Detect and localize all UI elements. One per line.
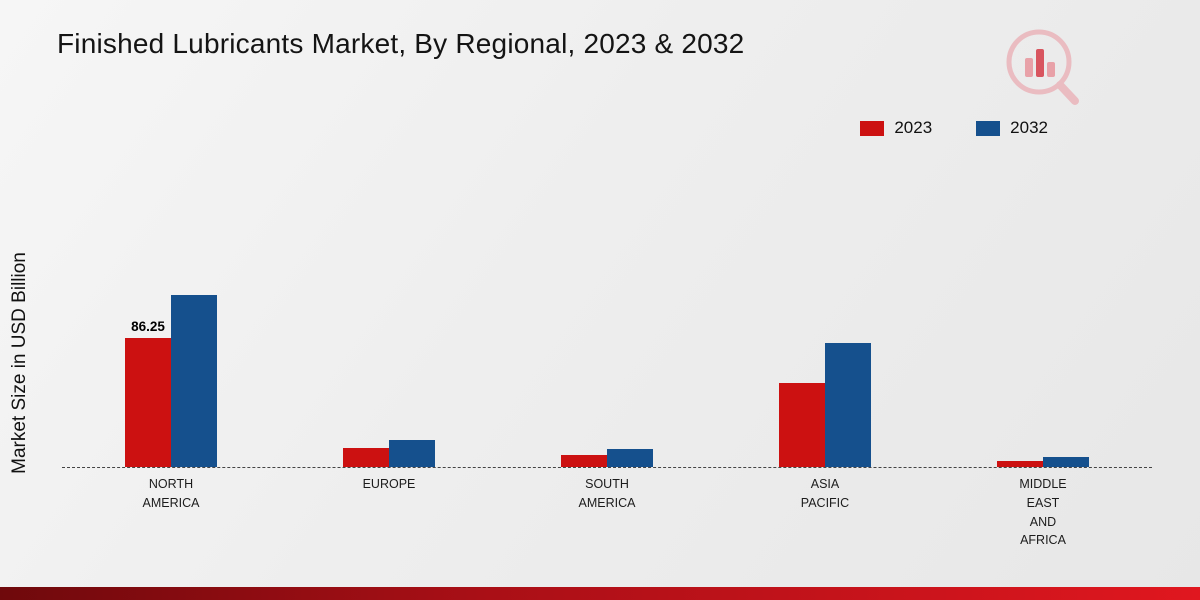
legend-label-2032: 2032	[1010, 118, 1048, 137]
plot-area: 86.25 NORTH AMERICA EUROPE SOUTH AMERICA AS…	[62, 150, 1152, 550]
bar-2023-asia-pacific	[779, 383, 825, 467]
bar-pair-north-america: 86.25	[125, 294, 217, 467]
y-axis-label: Market Size in USD Billion	[9, 252, 30, 474]
legend-item-2032: 2032	[976, 118, 1048, 138]
bar-pair-europe	[343, 440, 435, 467]
bottom-red-band	[0, 587, 1200, 600]
category-label-middle-east-and-africa: MIDDLE EAST AND AFRICA	[1019, 477, 1067, 548]
bar-2023-south-america	[561, 455, 607, 467]
bar-2032-south-america	[607, 449, 653, 467]
bar-pair-middle-east-and-africa	[997, 457, 1089, 467]
bar-2023-north-america	[125, 337, 171, 467]
bar-pair-asia-pacific	[779, 342, 871, 467]
chart-title: Finished Lubricants Market, By Regional,…	[57, 28, 745, 59]
legend-swatch-2032	[976, 120, 1001, 136]
bar-2032-asia-pacific	[825, 342, 871, 467]
category-label-asia-pacific: ASIA PACIFIC	[800, 477, 850, 510]
bar-group-europe	[280, 150, 498, 467]
category-label-europe: EUROPE	[362, 477, 416, 491]
legend-label-2023: 2023	[894, 118, 933, 137]
bar-2032-middle-east-and-africa	[1043, 457, 1089, 467]
legend-item-2023: 2023	[860, 118, 932, 138]
bar-2032-north-america	[171, 294, 217, 467]
legend-swatch-2023	[860, 120, 885, 136]
bar-2023-middle-east-and-africa	[997, 461, 1043, 467]
market-research-logo-icon	[994, 24, 1090, 110]
bar-group-middle-east-and-africa	[934, 150, 1152, 467]
value-label-north-america: 86.25	[131, 318, 165, 334]
bar-2023-europe	[343, 447, 389, 467]
bar-2032-europe	[389, 440, 435, 467]
bar-pair-south-america	[561, 449, 653, 467]
category-label-north-america: NORTH AMERICA	[142, 477, 200, 510]
bars-row: 86.25	[62, 150, 1152, 468]
category-label-south-america: SOUTH AMERICA	[578, 477, 636, 510]
bar-group-south-america	[498, 150, 716, 467]
category-labels-row: NORTH AMERICA EUROPE SOUTH AMERICA ASIA PAC…	[62, 468, 1152, 550]
bar-group-asia-pacific	[716, 150, 934, 467]
legend: 2023 2032	[860, 118, 1048, 138]
bar-group-north-america: 86.25	[62, 150, 280, 467]
